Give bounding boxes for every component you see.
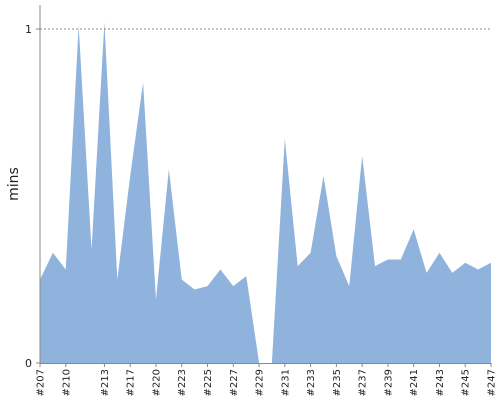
x-tick-label: #223 <box>177 369 188 396</box>
x-tick-label: #220 <box>151 369 162 396</box>
x-tick-label: #247 <box>487 369 498 396</box>
x-tick-label: #217 <box>126 369 137 396</box>
x-tick-label: #239 <box>383 369 394 396</box>
x-tick-label: #210 <box>61 369 72 396</box>
x-tick-label: #241 <box>409 369 420 396</box>
x-tick-layer: #207 #210 #213 #217 #220 #223 #225 #227 #229 #231… <box>36 363 498 396</box>
series-area <box>40 22 491 363</box>
x-tick-label: #213 <box>100 369 111 396</box>
x-tick-label: #243 <box>435 369 446 396</box>
x-tick-label: #237 <box>358 369 369 396</box>
x-tick-label: #207 <box>36 369 47 396</box>
y-tick-label: 1 <box>25 23 32 36</box>
y-axis-label: mins <box>6 167 22 201</box>
x-tick-label: #233 <box>306 369 317 396</box>
x-tick-label: #227 <box>229 369 240 396</box>
x-tick-label: #225 <box>203 369 214 396</box>
y-tick-label: 0 <box>25 357 32 370</box>
x-tick-label: #235 <box>332 369 343 396</box>
y-tick-layer: 01 <box>25 23 40 370</box>
x-tick-label: #231 <box>280 369 291 396</box>
axes-layer <box>39 5 491 364</box>
x-tick-label: #229 <box>255 369 266 396</box>
x-tick-label: #245 <box>461 369 472 396</box>
area-layer <box>40 22 491 363</box>
